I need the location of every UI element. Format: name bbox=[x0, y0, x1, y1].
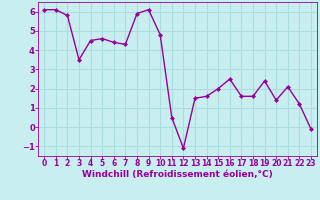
X-axis label: Windchill (Refroidissement éolien,°C): Windchill (Refroidissement éolien,°C) bbox=[82, 170, 273, 179]
